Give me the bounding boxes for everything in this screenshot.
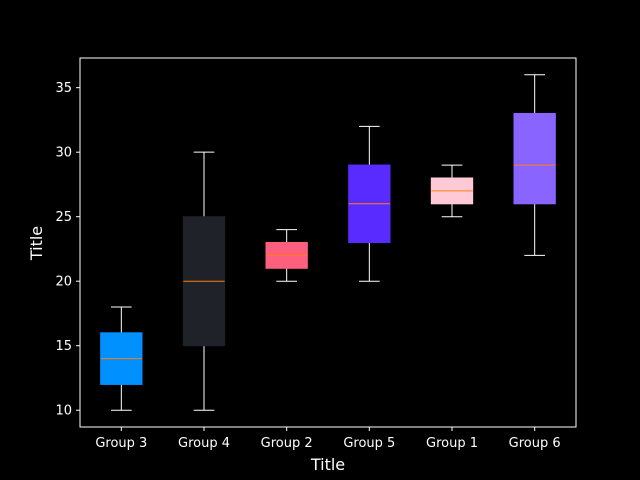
plot-area-frame bbox=[79, 57, 577, 428]
y-axis-ticks: 10 15 20 25 30 35 bbox=[55, 81, 80, 419]
x-tick-label: Group 4 bbox=[178, 436, 230, 451]
y-tick-label: 20 bbox=[55, 275, 72, 290]
box-body bbox=[513, 112, 556, 205]
x-tick-label: Group 1 bbox=[426, 436, 478, 451]
x-axis-label: Title bbox=[310, 455, 345, 474]
box-5 bbox=[430, 164, 474, 218]
box-4 bbox=[348, 125, 391, 282]
box-3 bbox=[265, 229, 308, 282]
y-tick-label: 10 bbox=[55, 404, 72, 419]
box-6 bbox=[513, 74, 556, 256]
y-axis-label: Title bbox=[27, 226, 46, 261]
x-axis-ticks: Group 3 Group 4 Group 2 Group 5 Group 1 Group… bbox=[95, 427, 561, 451]
y-tick-label: 15 bbox=[55, 339, 72, 354]
y-tick-label: 35 bbox=[55, 81, 72, 96]
y-tick-label: 25 bbox=[55, 210, 72, 225]
x-tick-label: Group 6 bbox=[509, 436, 561, 451]
x-tick-label: Group 2 bbox=[261, 436, 313, 451]
boxes-layer bbox=[100, 74, 556, 411]
x-tick-label: Group 5 bbox=[343, 436, 395, 451]
box-2 bbox=[182, 151, 226, 411]
y-tick-label: 30 bbox=[55, 146, 72, 161]
box-1 bbox=[100, 306, 143, 411]
x-tick-label: Group 3 bbox=[95, 436, 147, 451]
